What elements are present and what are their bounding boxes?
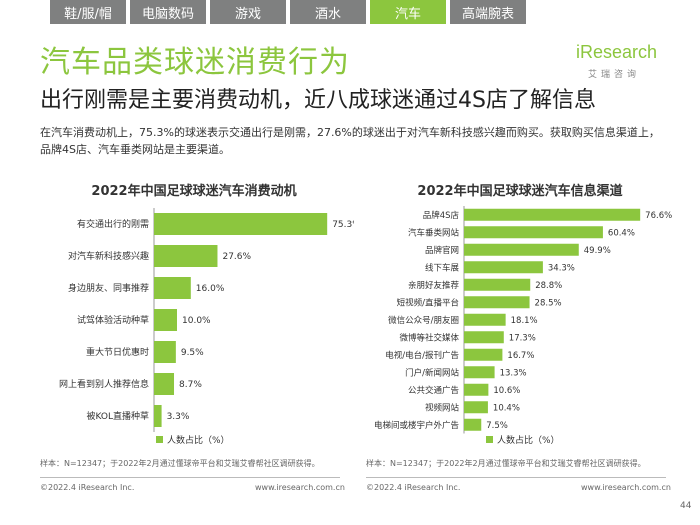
channel-chart-panel: 2022年中国足球球迷汽车信息渠道 品牌4S店 76.6% 汽车垂类网站 60.4% 品…	[360, 174, 680, 474]
category-label: 视频网站	[425, 402, 460, 413]
footer-divider-right	[366, 477, 666, 478]
data-label: 34.3%	[548, 263, 575, 273]
logo-wordmark: iResearch	[576, 42, 658, 62]
bar	[154, 245, 218, 267]
category-label: 被KOL直播种草	[86, 410, 149, 422]
data-label: 10.6%	[493, 386, 520, 396]
category-tabs: 鞋/服/帽 电脑数码 游戏 酒水 汽车 高端腕表	[50, 0, 526, 24]
data-label: 75.3%	[332, 220, 354, 230]
tab-luxury-watches[interactable]: 高端腕表	[450, 0, 526, 24]
bar	[154, 405, 162, 427]
logo-chinese-name: 艾瑞咨询	[588, 70, 641, 80]
page-subtitle: 出行刚需是主要消费动机，近八成球迷通过4S店了解信息	[40, 88, 596, 113]
chart-title: 2022年中国足球球迷汽车信息渠道	[417, 184, 623, 199]
data-label: 16.7%	[507, 351, 534, 361]
tab-automobile[interactable]: 汽车	[370, 0, 446, 24]
category-label: 门户/新闻网站	[405, 367, 459, 378]
bar	[464, 383, 489, 396]
bar	[464, 313, 506, 326]
category-label: 试驾体验活动种草	[77, 314, 149, 326]
category-label: 电梯间或楼宇户外广告	[374, 420, 459, 431]
category-label: 品牌官网	[425, 245, 459, 256]
bar	[154, 213, 328, 235]
data-label: 7.5%	[486, 421, 508, 431]
motivation-chart-panel: 2022年中国足球球迷汽车消费动机 有交通出行的刚需 75.3% 对汽车新科技感兴趣…	[34, 174, 354, 474]
data-label: 27.6%	[222, 252, 251, 262]
data-label: 18.1%	[511, 316, 538, 326]
bar	[464, 366, 495, 379]
bar	[464, 261, 543, 274]
page-number: 44	[680, 501, 692, 511]
copyright-right: ©2022.4 iResearch Inc.	[366, 483, 461, 492]
chart-title: 2022年中国足球球迷汽车消费动机	[91, 184, 297, 199]
legend-label: 人数占比（%）	[167, 434, 230, 446]
bar	[464, 401, 488, 414]
data-label: 28.5%	[535, 298, 562, 308]
category-label: 线下车展	[425, 262, 460, 273]
bar	[464, 278, 531, 291]
source-note-left: 样本：N=12347；于2022年2月通过懂球帝平台和艾瑞艾睿帮社区调研获得。	[40, 459, 320, 468]
tab-electronics[interactable]: 电脑数码	[130, 0, 206, 24]
data-label: 28.8%	[535, 281, 562, 291]
bar	[464, 348, 503, 361]
legend-swatch	[156, 436, 163, 443]
tab-liquor[interactable]: 酒水	[290, 0, 366, 24]
data-label: 8.7%	[179, 380, 202, 390]
footer-divider-left	[40, 477, 340, 478]
legend-swatch	[486, 436, 493, 443]
data-label: 3.3%	[167, 412, 190, 422]
tab-games[interactable]: 游戏	[210, 0, 286, 24]
website-left[interactable]: www.iresearch.com.cn	[255, 483, 345, 492]
data-label: 10.4%	[493, 403, 520, 413]
category-label: 有交通出行的刚需	[77, 218, 149, 230]
bar	[464, 226, 603, 239]
tab-shoes-clothing[interactable]: 鞋/服/帽	[50, 0, 126, 24]
category-label: 品牌4S店	[423, 210, 460, 221]
legend-label: 人数占比（%）	[497, 434, 560, 446]
data-label: 16.0%	[196, 284, 225, 294]
bar	[464, 418, 482, 431]
category-label: 网上看到别人推荐信息	[59, 378, 149, 390]
category-label: 公共交通广告	[408, 385, 459, 396]
category-label: 汽车垂类网站	[408, 227, 460, 238]
category-label: 电视/电台/报刊广告	[385, 350, 459, 361]
description-text: 在汽车消费动机上，75.3%的球迷表示交通出行是刚需，27.6%的球迷出于对汽车…	[40, 126, 660, 156]
category-label: 短视频/直播平台	[397, 297, 459, 308]
source-note-right: 样本：N=12347；于2022年2月通过懂球帝平台和艾瑞艾睿帮社区调研获得。	[366, 459, 646, 468]
data-label: 17.3%	[509, 333, 536, 343]
data-label: 9.5%	[181, 348, 204, 358]
bar	[464, 243, 579, 256]
category-label: 身边朋友、同事推荐	[68, 282, 149, 294]
bar	[464, 331, 504, 344]
category-label: 亲朋好友推荐	[408, 280, 460, 291]
data-label: 10.0%	[182, 316, 211, 326]
bar	[464, 296, 530, 309]
data-label: 76.6%	[645, 211, 672, 221]
data-label: 60.4%	[608, 228, 635, 238]
page-title: 汽车品类球迷消费行为	[40, 45, 350, 80]
bar	[154, 277, 191, 299]
data-label: 49.9%	[584, 246, 611, 256]
category-label: 对汽车新科技感兴趣	[68, 250, 149, 262]
bar	[154, 309, 177, 331]
category-label: 微信公众号/朋友圈	[388, 315, 459, 326]
website-right[interactable]: www.iresearch.com.cn	[581, 483, 671, 492]
iresearch-logo: iResearch 艾瑞咨询	[576, 40, 666, 80]
bar	[464, 208, 641, 221]
bar	[154, 373, 175, 395]
category-label: 微博等社交媒体	[399, 332, 459, 343]
motivation-chart: 有交通出行的刚需 75.3% 对汽车新科技感兴趣 27.6% 身边朋友、同事推荐 16.0…	[59, 208, 354, 446]
category-label: 重大节日优惠时	[86, 346, 149, 358]
channel-chart: 品牌4S店 76.6% 汽车垂类网站 60.4% 品牌官网 49.9% 线下车展 34.3% 亲…	[374, 206, 672, 446]
bar	[154, 341, 176, 363]
copyright-left: ©2022.4 iResearch Inc.	[40, 483, 135, 492]
data-label: 13.3%	[500, 368, 527, 378]
